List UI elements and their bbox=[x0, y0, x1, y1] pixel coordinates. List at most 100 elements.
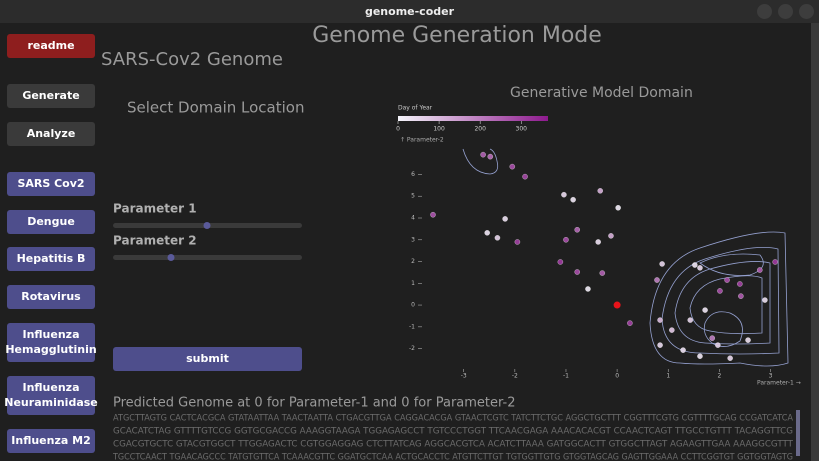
scatter-point bbox=[692, 262, 698, 268]
scatter-point bbox=[717, 288, 723, 294]
colorbar-tick-label: 300 bbox=[516, 126, 528, 133]
scatter-point bbox=[574, 269, 580, 275]
scatter-point bbox=[687, 317, 693, 323]
sidebar-button[interactable]: Analyze bbox=[7, 122, 95, 146]
output-title: Predicted Genome at 0 for Parameter-1 an… bbox=[113, 396, 516, 411]
scatter-point bbox=[480, 151, 486, 158]
scatter-point bbox=[697, 353, 703, 359]
scatter-point bbox=[709, 335, 715, 341]
scatter-point bbox=[502, 216, 508, 222]
scrollbar[interactable] bbox=[811, 23, 819, 461]
genome-output: Predicted Genome at 0 for Parameter-1 an… bbox=[112, 396, 794, 461]
scatter-point bbox=[585, 286, 591, 292]
maximize-button[interactable] bbox=[778, 4, 793, 19]
x-axis-label: Parameter-1 → bbox=[757, 380, 801, 387]
colorbar bbox=[398, 116, 548, 121]
scatter-point bbox=[659, 261, 665, 267]
scatter-point bbox=[597, 188, 603, 194]
sidebar-button[interactable]: Influenza Hemagglutinin bbox=[5, 323, 97, 362]
y-tick-label: 6 bbox=[411, 171, 415, 178]
genome-sequence-line: CGACGTGCTC GTACGTGGCT TTGGAGACTC CGTGGAG… bbox=[113, 440, 794, 450]
main-canvas: Genome Generation Mode SARS-Cov2 Genome … bbox=[101, 23, 819, 461]
scatter-point bbox=[615, 205, 621, 211]
scatter-point bbox=[727, 355, 733, 361]
x-tick-label: 1 bbox=[666, 373, 670, 380]
scatter-point bbox=[494, 235, 501, 241]
scatter-point bbox=[570, 196, 576, 203]
slider-track[interactable] bbox=[113, 255, 302, 260]
scatter-point bbox=[522, 173, 528, 180]
scatter-point bbox=[487, 153, 494, 160]
y-tick-label: -1 bbox=[409, 323, 415, 330]
scatter-point bbox=[574, 227, 580, 233]
x-tick-label: -3 bbox=[461, 373, 467, 380]
plot-title: Generative Model Domain bbox=[510, 85, 693, 101]
colorbar-tick-label: 200 bbox=[474, 126, 486, 133]
scatter-point bbox=[627, 320, 633, 326]
parameter-label: Parameter 2 bbox=[113, 234, 197, 248]
scatter-point bbox=[484, 230, 490, 236]
x-tick-label: 0 bbox=[615, 373, 619, 380]
colorbar-tick-label: 100 bbox=[433, 126, 445, 133]
title-bar: genome-coder bbox=[0, 0, 819, 23]
scatter-point bbox=[557, 259, 564, 265]
parameter-label: Parameter 1 bbox=[113, 202, 197, 216]
sidebar-button[interactable]: Generate bbox=[7, 84, 95, 108]
y-tick-label: -2 bbox=[409, 345, 415, 352]
genome-title: SARS-Cov2 Genome bbox=[101, 49, 283, 70]
x-tick-label: -2 bbox=[512, 373, 518, 380]
scatter-point bbox=[737, 281, 743, 287]
scatter-point bbox=[599, 270, 606, 276]
sidebar-button[interactable]: Dengue bbox=[7, 210, 95, 234]
colorbar-tick-label: 0 bbox=[396, 126, 400, 133]
genome-sequence-line: ATGCTTAGTG CACTCACGCA GTATAATTAA TAACTAA… bbox=[113, 414, 793, 424]
scatter-point bbox=[680, 347, 686, 353]
scatter-point bbox=[430, 211, 436, 218]
close-button[interactable] bbox=[799, 4, 814, 19]
scatter-point bbox=[738, 293, 744, 299]
scatter-point bbox=[669, 327, 675, 333]
sidebar-button[interactable]: readme bbox=[7, 34, 95, 58]
scatter-point bbox=[697, 265, 703, 271]
scatter-point bbox=[724, 277, 730, 283]
y-tick-label: 0 bbox=[411, 302, 415, 309]
scatter-point bbox=[595, 239, 601, 245]
panel-title: Select Domain Location bbox=[127, 99, 304, 117]
scatter-point bbox=[702, 307, 708, 313]
slider-thumb[interactable] bbox=[167, 254, 175, 261]
sidebar-button[interactable]: SARS Cov2 bbox=[7, 172, 95, 196]
scatter-point bbox=[757, 267, 763, 273]
slider-thumb[interactable] bbox=[203, 222, 211, 229]
y-tick-label: 2 bbox=[411, 258, 415, 265]
y-tick-label: 4 bbox=[411, 215, 415, 222]
genome-sequence-line: GCACATCTAG GTTTTGTCCG GGTGCGACCG AAAGGTA… bbox=[113, 427, 793, 437]
sidebar-button[interactable]: Rotavirus bbox=[7, 285, 95, 309]
scatter-point bbox=[657, 317, 663, 323]
output-scrollbar[interactable] bbox=[796, 410, 800, 456]
current-point bbox=[613, 301, 621, 309]
scatter-point bbox=[715, 342, 721, 348]
scatter-point bbox=[514, 239, 521, 245]
sidebar-button[interactable]: Hepatitis B bbox=[7, 247, 95, 271]
submit-button[interactable] bbox=[113, 347, 302, 371]
sidebar-button[interactable]: Influenza M2 bbox=[7, 429, 95, 453]
genome-sequence-line: TGCCTCAACT TGAACAGCCC TATGTGTTCA TCAAACG… bbox=[112, 453, 793, 461]
colorbar-label: Day of Year bbox=[398, 105, 433, 112]
sidebar-button[interactable]: Influenza Neuraminidase bbox=[4, 376, 98, 415]
scatter-point bbox=[563, 237, 569, 243]
submit-label[interactable]: submit bbox=[186, 352, 229, 365]
scatter-point bbox=[772, 259, 778, 265]
scatter-point bbox=[509, 163, 516, 170]
scatter-point bbox=[561, 191, 567, 198]
y-tick-label: 3 bbox=[411, 236, 415, 243]
minimize-button[interactable] bbox=[757, 4, 772, 19]
scatter-point bbox=[745, 337, 751, 343]
y-axis-label: ↑ Parameter-2 bbox=[400, 137, 444, 144]
x-tick-label: 2 bbox=[717, 373, 721, 380]
scatter-point bbox=[657, 342, 663, 348]
page-title: Genome Generation Mode bbox=[312, 23, 602, 48]
density-contours bbox=[462, 148, 789, 367]
scatter-point bbox=[762, 297, 768, 303]
x-tick-label: -1 bbox=[563, 373, 569, 380]
